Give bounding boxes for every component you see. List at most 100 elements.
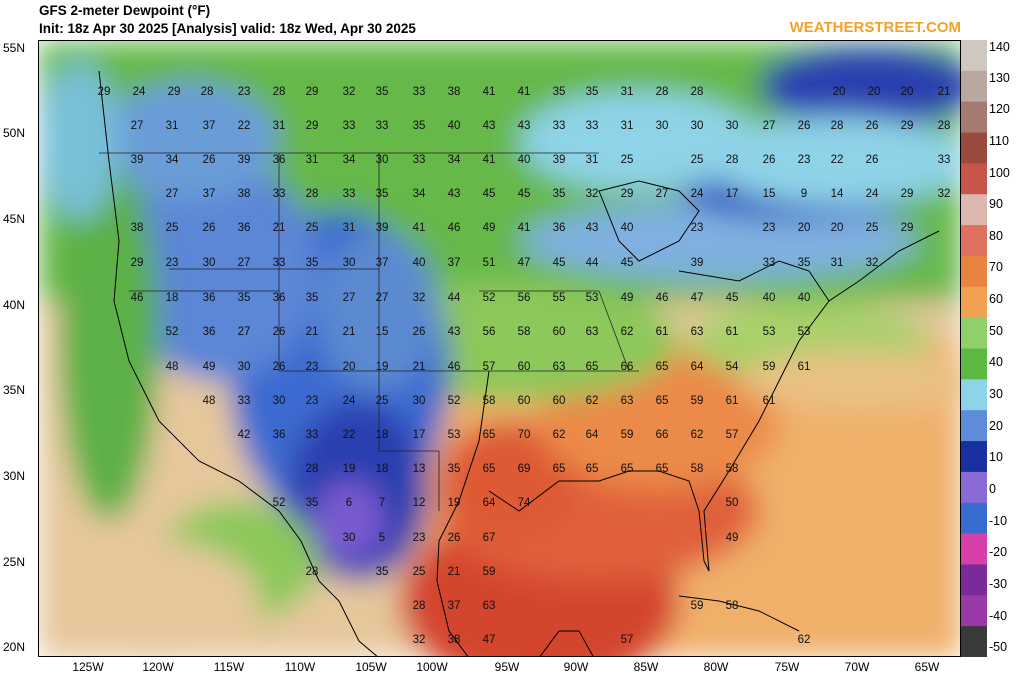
dewpoint-value-label: 52 xyxy=(483,292,496,304)
dewpoint-value-label: 20 xyxy=(901,86,914,98)
dewpoint-value-label: 53 xyxy=(763,326,776,338)
color-scale-swatch xyxy=(961,317,987,349)
dewpoint-value-label: 65 xyxy=(656,463,669,475)
dewpoint-value-label: 30 xyxy=(726,120,739,132)
dewpoint-value-label: 53 xyxy=(448,429,461,441)
dewpoint-value-label: 35 xyxy=(413,120,426,132)
dewpoint-value-label: 36 xyxy=(273,154,286,166)
dewpoint-value-label: 26 xyxy=(448,532,461,544)
brand-logo-text[interactable]: WEATHERSTREET.COM xyxy=(789,19,961,36)
dewpoint-value-label: 27 xyxy=(131,120,144,132)
dewpoint-value-label: 26 xyxy=(798,120,811,132)
dewpoint-value-label: 57 xyxy=(726,429,739,441)
dewpoint-value-label: 55 xyxy=(553,292,566,304)
dewpoint-value-label: 60 xyxy=(518,361,531,373)
dewpoint-value-label: 21 xyxy=(343,326,356,338)
dewpoint-value-label: 28 xyxy=(726,154,739,166)
borders xyxy=(99,152,639,511)
dewpoint-value-label: 34 xyxy=(343,154,356,166)
dewpoint-value-label: 26 xyxy=(866,154,879,166)
color-scale-swatch xyxy=(961,379,987,411)
dewpoint-value-label: 63 xyxy=(483,600,496,612)
dewpoint-value-label: 59 xyxy=(691,600,704,612)
dewpoint-value-label: 19 xyxy=(448,497,461,509)
lon-tick-label: 90W xyxy=(563,660,589,674)
dewpoint-value-label: 62 xyxy=(621,326,634,338)
dewpoint-value-label: 64 xyxy=(691,361,704,373)
dewpoint-value-label: 26 xyxy=(273,326,286,338)
dewpoint-value-label: 46 xyxy=(131,292,144,304)
dewpoint-value-label: 53 xyxy=(586,292,599,304)
dewpoint-value-label: 17 xyxy=(413,429,426,441)
dewpoint-value-label: 36 xyxy=(273,292,286,304)
dewpoint-value-label: 33 xyxy=(238,395,251,407)
dewpoint-value-label: 41 xyxy=(413,222,426,234)
dewpoint-value-label: 30 xyxy=(376,154,389,166)
dewpoint-value-label: 26 xyxy=(203,154,216,166)
dewpoint-value-label: 41 xyxy=(483,86,496,98)
dewpoint-value-label: 32 xyxy=(413,634,426,646)
dewpoint-value-label: 59 xyxy=(763,361,776,373)
dewpoint-value-label: 57 xyxy=(483,361,496,373)
dewpoint-value-label: 23 xyxy=(238,86,251,98)
dewpoint-value-label: 21 xyxy=(448,566,461,578)
dewpoint-value-label: 35 xyxy=(306,257,319,269)
dewpoint-value-label: 70 xyxy=(518,429,531,441)
color-scale-label: -40 xyxy=(989,608,1008,623)
dewpoint-value-label: 52 xyxy=(166,326,179,338)
dewpoint-value-label: 65 xyxy=(656,395,669,407)
dewpoint-value-label: 33 xyxy=(553,120,566,132)
dewpoint-value-label: 32 xyxy=(343,86,356,98)
color-scale-label: -30 xyxy=(989,576,1008,591)
dewpoint-value-label: 28 xyxy=(201,86,214,98)
dewpoint-value-label: 28 xyxy=(306,188,319,200)
dewpoint-value-label: 28 xyxy=(691,86,704,98)
dewpoint-value-label: 30 xyxy=(273,395,286,407)
dewpoint-value-label: 35 xyxy=(798,257,811,269)
dewpoint-value-label: 61 xyxy=(726,395,739,407)
dewpoint-value-label: 29 xyxy=(901,222,914,234)
dewpoint-value-label: 41 xyxy=(518,222,531,234)
dewpoint-value-label: 32 xyxy=(413,292,426,304)
lon-tick-label: 70W xyxy=(844,660,870,674)
color-scale-label: 140 xyxy=(989,40,1010,54)
dewpoint-value-label: 20 xyxy=(831,222,844,234)
dewpoint-value-label: 30 xyxy=(413,395,426,407)
dewpoint-value-label: 58 xyxy=(726,463,739,475)
dewpoint-value-label: 35 xyxy=(448,463,461,475)
dewpoint-value-label: 38 xyxy=(131,222,144,234)
dewpoint-value-label: 39 xyxy=(131,154,144,166)
dewpoint-value-label: 29 xyxy=(168,86,181,98)
dewpoint-value-label: 65 xyxy=(621,463,634,475)
dewpoint-value-label: 20 xyxy=(798,222,811,234)
lon-tick-label: 115W xyxy=(213,660,245,674)
station-labels: 29 24 29 28 23 28 29 32 35 33 38 41 41 35 35 31 28 28 20 20… xyxy=(98,86,951,646)
dewpoint-value-label: 29 xyxy=(621,188,634,200)
dewpoint-value-label: 40 xyxy=(621,222,634,234)
dewpoint-value-label: 28 xyxy=(831,120,844,132)
dewpoint-value-label: 62 xyxy=(691,429,704,441)
dewpoint-value-label: 41 xyxy=(518,86,531,98)
dewpoint-value-label: 51 xyxy=(483,257,496,269)
lon-tick-label: 85W xyxy=(633,660,659,674)
dewpoint-value-label: 49 xyxy=(621,292,634,304)
dewpoint-value-label: 24 xyxy=(133,86,146,98)
dewpoint-value-label: 43 xyxy=(518,120,531,132)
dewpoint-value-label: 47 xyxy=(518,257,531,269)
color-scale-swatch xyxy=(961,163,987,195)
dewpoint-value-label: 23 xyxy=(691,222,704,234)
dewpoint-value-label: 23 xyxy=(798,154,811,166)
dewpoint-value-label: 35 xyxy=(376,566,389,578)
dewpoint-value-label: 29 xyxy=(901,120,914,132)
dewpoint-value-label: 25 xyxy=(166,222,179,234)
color-scale-swatch xyxy=(961,40,987,72)
dewpoint-value-label: 36 xyxy=(238,222,251,234)
lat-tick-label: 45N xyxy=(3,212,26,226)
dewpoint-value-label: 58 xyxy=(518,326,531,338)
dewpoint-value-label: 47 xyxy=(691,292,704,304)
dewpoint-value-label: 60 xyxy=(553,326,566,338)
dewpoint-value-label: 27 xyxy=(166,188,179,200)
dewpoint-value-label: 7 xyxy=(379,497,385,509)
dewpoint-value-label: 14 xyxy=(831,188,844,200)
color-scale-label: 110 xyxy=(989,133,1009,148)
